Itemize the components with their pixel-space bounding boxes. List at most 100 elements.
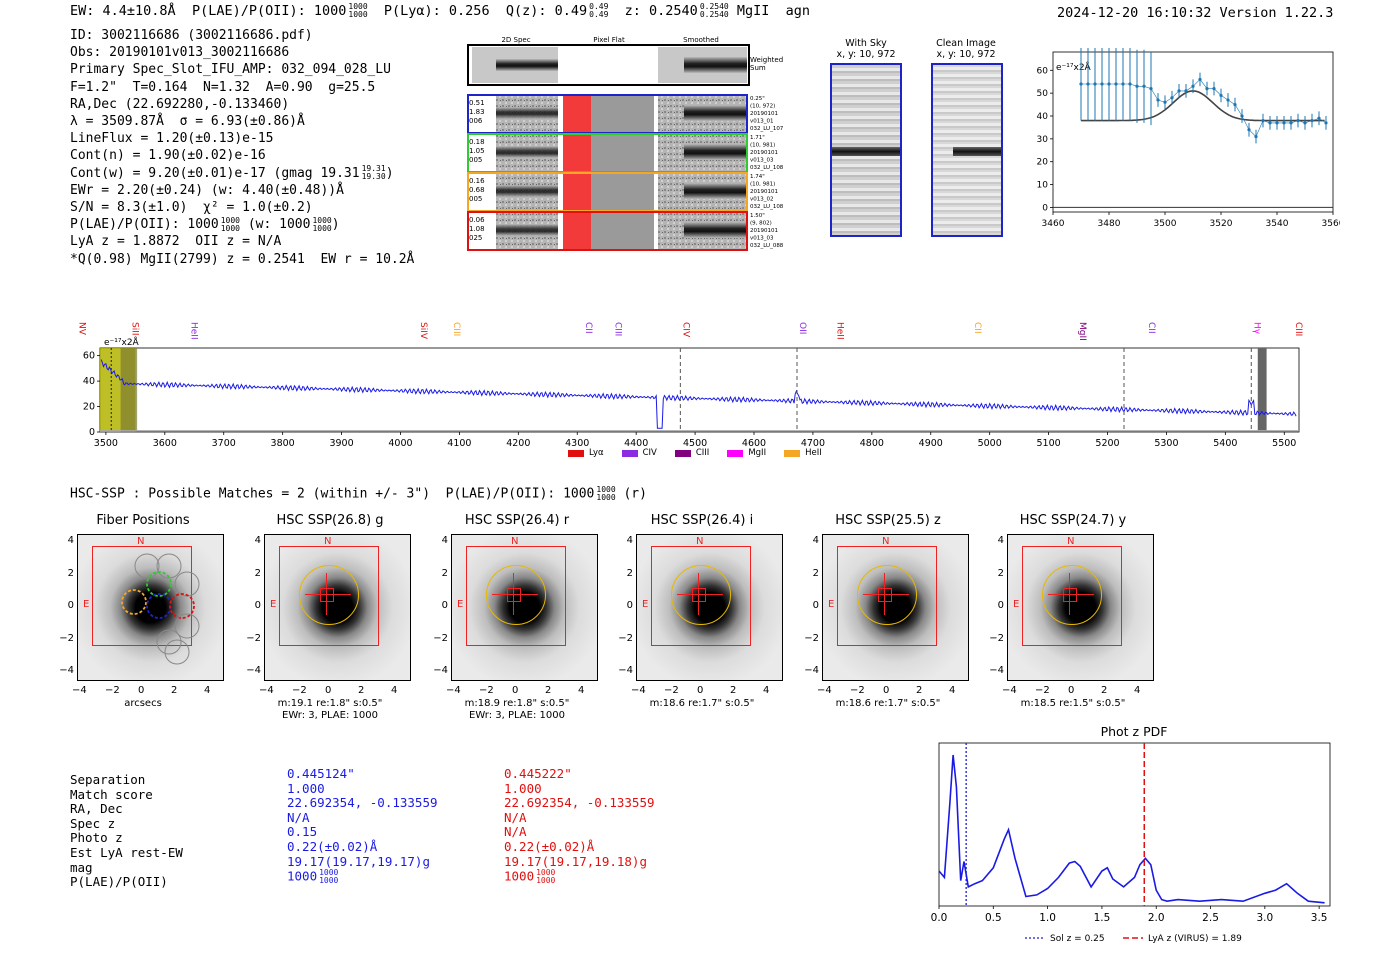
zoom-ytick: 10 <box>1037 181 1049 191</box>
match-value: N/A <box>287 809 310 825</box>
thumb-xtick: −4 <box>1002 685 1017 696</box>
thumb-ytick: 2 <box>254 567 261 579</box>
photz-xtick: 1.5 <box>1094 912 1111 924</box>
thumb-image <box>77 534 224 681</box>
zoom-line-fit-plot: e⁻¹⁷x2Å 0 10 20 30 40 50 60 3460 3480 3500 3520 354… <box>1037 48 1340 229</box>
thumb-caption: m:18.5 re:1.5" s:0.5" <box>1020 698 1126 709</box>
info-contw: Cont(w) = 9.20(±0.01)e-17 (gmag 19.31 19.… <box>70 164 394 182</box>
east-label: E <box>828 599 835 610</box>
hsc-thumb: Fiber Positions N E arcsecs 4 2 0 −2 −4 −4 −2 0 2… <box>58 513 228 723</box>
thumb-ytick: −2 <box>246 632 261 644</box>
thumb-ytick: 2 <box>67 567 74 579</box>
row-left-label: 005 <box>469 156 482 164</box>
thumb-caption: m:18.6 re:1.7" s:0.5" <box>835 698 941 709</box>
thumb-xtick: 0 <box>325 685 332 696</box>
row-right-label: 0.25" <box>750 96 765 102</box>
match-labels: Separation Match score RA, Dec Spec z Photo … <box>70 772 183 890</box>
match-red-values: 0.445222" 1.000 22.692354, -0.133559 N/A N/A… <box>504 766 655 885</box>
thumb-xtick: 4 <box>578 685 585 696</box>
photz-xtick: 3.0 <box>1256 912 1273 924</box>
row-right-label: 032_LU_108 <box>750 165 784 171</box>
header-qz: Q(z): 0.49 <box>505 3 588 19</box>
thumb-title: Fiber Positions <box>96 513 190 528</box>
row-right-label: v013_03 <box>750 236 774 242</box>
photz-xtick: 0.5 <box>985 912 1002 924</box>
spectrum-line-label: CIII <box>1293 322 1303 336</box>
row-left-label: 025 <box>469 234 482 242</box>
thumb-xtick: 0 <box>697 685 704 696</box>
thumb-xtick: 4 <box>1134 685 1141 696</box>
thumb-ytick: −2 <box>989 632 1004 644</box>
thumb-xtick: 2 <box>358 685 365 696</box>
spectrum-xtick: 4700 <box>801 438 825 449</box>
spectrum-xtick: 3600 <box>153 438 177 449</box>
thumb-ytick: 0 <box>626 600 633 611</box>
info-primary: Primary Spec_Slot_IFU_AMP: 032_094_028_L… <box>70 62 391 78</box>
north-label: N <box>882 536 890 547</box>
header-plae: P(LAE)/P(OII): 1000 <box>191 3 347 19</box>
thumb-ytick: −4 <box>433 665 448 676</box>
spectrum-xtick: 4300 <box>565 438 589 449</box>
hsc-thumb: HSC SSP(26.8) g N E m:19.1 re:1.8" s:0.5"… <box>245 513 415 723</box>
row-right-label: v013_03 <box>750 158 774 164</box>
clean-image-title: Clean Image x, y: 10, 972 <box>936 38 996 60</box>
spectrum-xtick: 5400 <box>1213 438 1237 449</box>
row-right-label: 1.71" <box>750 135 765 141</box>
hsc-title: HSC-SSP : Possible Matches = 2 (within +… <box>70 485 647 502</box>
match-value: 0.445124" <box>287 766 355 781</box>
photz-pdf-chart: Phot z PDF 0.0 0.5 1.0 1.5 2.0 2.5 3.0 3.5 Sol z… <box>931 724 1331 944</box>
spectrum-line-label: SiIV <box>418 322 428 340</box>
spectrum-xtick: 3500 <box>94 438 118 449</box>
zoom-xtick: 3460 <box>1042 219 1065 229</box>
row-left-label: 0.16 <box>469 177 485 185</box>
info-obs: Obs: 20190101v013_3002116686 <box>70 45 290 61</box>
hsc-thumb: HSC SSP(25.5) z N E m:18.6 re:1.7" s:0.5"… <box>803 513 973 723</box>
photz-xtick: 0.0 <box>931 912 948 924</box>
legend-item: CIV <box>621 448 657 458</box>
thumb-caption-2: EWr: 3, PLAE: 1000 <box>469 710 565 721</box>
spectrum-xtick: 3800 <box>271 438 295 449</box>
header-z: z: 0.2540 <box>624 3 698 19</box>
thumb-ytick: −4 <box>618 665 633 676</box>
match-value: 22.692354, -0.133559 <box>287 795 438 811</box>
info-lambda: λ = 3509.87Å σ = 6.93(±0.86)Å <box>70 114 305 130</box>
detection-info: ID: 3002116686 (3002116686.pdf) Obs: 2019… <box>70 27 414 268</box>
thumb-ytick: 0 <box>67 600 74 611</box>
spectrum-line-label: Hγ <box>1251 322 1261 335</box>
spectrum-line-label: CIV <box>680 322 690 338</box>
legend-item: MgII <box>727 448 766 458</box>
thumb-ytick: 2 <box>812 567 819 579</box>
photz-xtick: 2.0 <box>1148 912 1165 924</box>
thumb-xtick: 2 <box>1101 685 1108 696</box>
thumb-ytick: 2 <box>997 567 1004 579</box>
legend-item: HeII <box>784 448 822 458</box>
thumb-title: HSC SSP(26.8) g <box>276 513 384 528</box>
hsc-thumb: HSC SSP(26.4) i N E m:18.6 re:1.7" s:0.5"… <box>617 513 787 723</box>
row-left-label: 1.08 <box>469 225 485 233</box>
spectrum-xtick: 3900 <box>329 438 353 449</box>
thumb-caption-2: EWr: 3, PLAE: 1000 <box>282 710 378 721</box>
thumb-xtick: 4 <box>204 685 211 696</box>
spectrum-ytick: 40 <box>83 376 95 387</box>
thumb-ytick: 2 <box>441 567 448 579</box>
match-value: 0.15 <box>287 824 318 840</box>
thumb-xtick: −4 <box>631 685 646 696</box>
with-sky-cutout <box>830 63 902 237</box>
thumb-xtick: −2 <box>1035 685 1050 696</box>
zoom-unit-label: e⁻¹⁷x2Å <box>1056 61 1092 73</box>
thumb-caption: arcsecs <box>124 698 162 709</box>
row-right-label: (9, 802) <box>750 221 772 227</box>
thumb-xtick: 0 <box>138 685 145 696</box>
north-label: N <box>1067 536 1075 547</box>
match-value: 0.22(±0.02)Å <box>287 838 378 854</box>
match-blue-values: 0.445124" 1.000 22.692354, -0.133559 N/A 0.1… <box>287 766 438 885</box>
thumb-xtick: −4 <box>72 685 87 696</box>
row-right-label: 032_LU_107 <box>750 126 784 132</box>
match-value: 0.445222" <box>504 766 572 781</box>
zoom-ytick: 30 <box>1037 135 1049 145</box>
spectrum-line-label: CII <box>1146 322 1156 334</box>
info-sn: S/N = 8.3(±1.0) χ² = 1.0(±0.2) <box>70 200 313 216</box>
spec2d-col-2dspec: 2D Spec <box>501 36 530 44</box>
zoom-xtick: 3480 <box>1098 219 1121 229</box>
